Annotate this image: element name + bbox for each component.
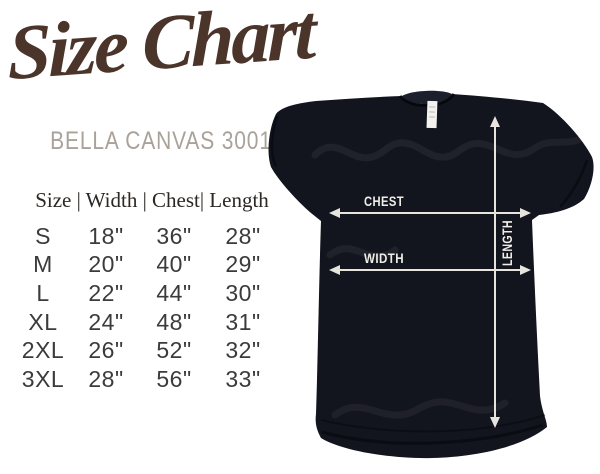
- width-cell: 22": [88, 279, 124, 306]
- length-cell: 30": [225, 279, 261, 306]
- size-cell: M: [33, 251, 53, 278]
- length-label: LENGTH: [499, 220, 515, 266]
- table-row: L 22" 44" 30": [12, 279, 292, 308]
- width-cell: 28": [88, 365, 124, 392]
- width-cell: 18": [88, 222, 124, 249]
- fabric-folds: [270, 115, 589, 445]
- arrowheads: [329, 116, 531, 428]
- size-cell: 2XL: [21, 337, 65, 364]
- collar-seam: [398, 93, 456, 107]
- length-cell: 28": [225, 222, 261, 249]
- size-cell: S: [35, 222, 51, 249]
- width-cell: 20": [88, 251, 124, 278]
- chest-label: CHEST: [364, 193, 404, 209]
- size-cell: 3XL: [21, 365, 65, 392]
- length-cell: 33": [225, 365, 261, 392]
- width-cell: 24": [88, 308, 124, 335]
- measurement-arrows: [329, 116, 531, 428]
- table-row: S 18" 36" 28": [12, 222, 292, 251]
- watermark-script: [311, 136, 582, 419]
- table-row: M 20" 40" 29": [12, 251, 292, 280]
- table-header: Size | Width | Chest| Length: [35, 188, 269, 212]
- size-cell: XL: [28, 308, 58, 335]
- chest-cell: 52": [156, 337, 192, 364]
- neck-tag: [426, 100, 438, 129]
- tshirt-silhouette: [268, 94, 594, 459]
- table-row: XL 24" 48" 31": [12, 308, 292, 337]
- subtitle: BELLA CANVAS 3001: [50, 127, 272, 155]
- table-row: 3XL 28" 56" 33": [12, 365, 292, 394]
- chest-cell: 40": [156, 251, 192, 278]
- chest-cell: 56": [156, 365, 192, 392]
- width-label: WIDTH: [364, 250, 404, 266]
- chest-cell: 44": [156, 279, 192, 306]
- length-cell: 32": [225, 337, 261, 364]
- width-cell: 26": [88, 337, 124, 364]
- table-row: 2XL 26" 52" 32": [12, 336, 292, 365]
- length-cell: 29": [225, 251, 261, 278]
- length-cell: 31": [225, 308, 261, 335]
- size-cell: L: [36, 279, 50, 306]
- chest-cell: 48": [156, 308, 192, 335]
- chest-cell: 36": [156, 222, 192, 249]
- collar-back: [402, 90, 452, 105]
- size-table: Size | Width | Chest| Length S 18" 36" 2…: [12, 188, 292, 394]
